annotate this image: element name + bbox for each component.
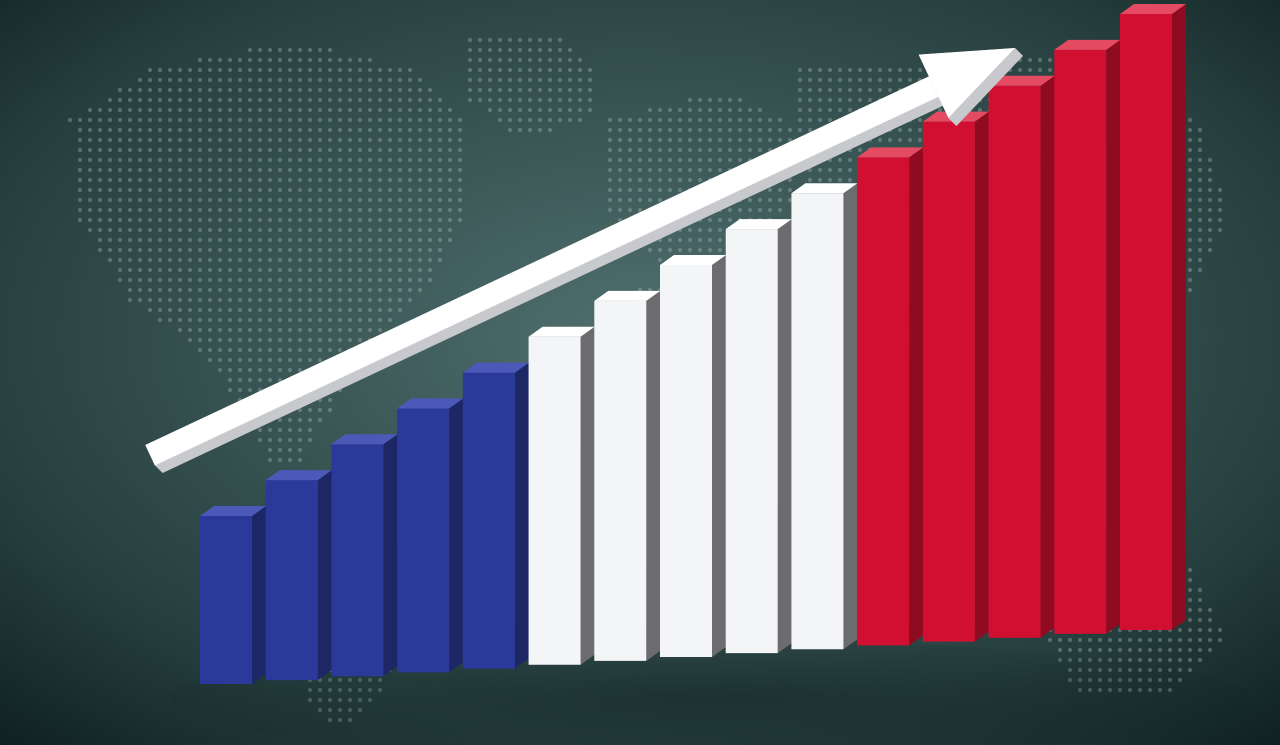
bar-9 [791,183,857,649]
bar-14 [1120,4,1186,630]
bar-8 [726,219,792,653]
chart-svg [0,0,1280,745]
bar-2 [331,434,397,676]
bar-7 [660,255,726,657]
bar-13 [1054,40,1120,634]
bar-12 [989,76,1055,638]
growth-chart-infographic [0,0,1280,745]
bar-0 [200,506,266,684]
bar-10 [857,147,923,645]
bar-6 [594,291,660,661]
bar-1 [266,470,332,680]
bar-5 [529,327,595,665]
bar-11 [923,112,989,642]
bar-4 [463,363,529,669]
bar-3 [397,398,463,672]
